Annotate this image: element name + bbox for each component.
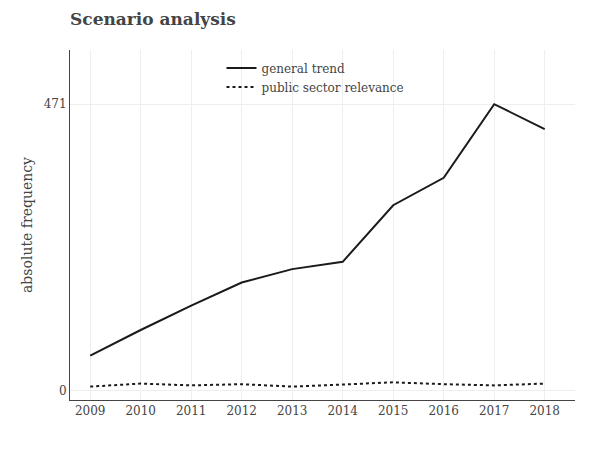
svg-text:2016: 2016 [428,404,459,418]
svg-text:2018: 2018 [529,404,560,418]
svg-text:2014: 2014 [327,404,358,418]
svg-text:0: 0 [59,384,67,398]
svg-text:2017: 2017 [479,404,510,418]
svg-text:2011: 2011 [176,404,207,418]
svg-text:Scenario analysis: Scenario analysis [70,9,236,29]
svg-text:2015: 2015 [378,404,409,418]
svg-text:2013: 2013 [277,404,308,418]
svg-text:2010: 2010 [125,404,156,418]
svg-text:public sector relevance: public sector relevance [262,81,404,95]
svg-text:absolute frequency: absolute frequency [19,157,35,293]
svg-text:general trend: general trend [262,62,346,76]
svg-text:2012: 2012 [226,404,257,418]
svg-text:471: 471 [44,97,67,111]
svg-text:2009: 2009 [75,404,106,418]
